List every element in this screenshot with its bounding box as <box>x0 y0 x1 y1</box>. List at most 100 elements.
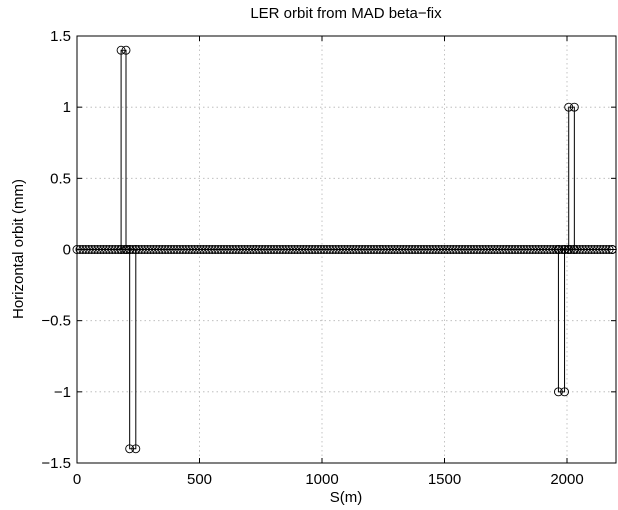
data-point <box>481 245 491 254</box>
data-point <box>581 245 591 254</box>
data-point <box>469 245 479 254</box>
data-point <box>384 245 394 254</box>
y-tick-label: −0.5 <box>41 313 71 330</box>
data-point <box>151 245 161 254</box>
data-point <box>454 245 464 254</box>
data-point <box>564 245 574 254</box>
data-point <box>75 245 85 254</box>
data-point <box>125 245 135 254</box>
data-point <box>537 245 546 254</box>
data-point <box>395 245 405 254</box>
data-point <box>131 444 141 454</box>
chart-title: LER orbit from MAD beta−fix <box>250 5 442 22</box>
data-point <box>495 245 505 254</box>
data-point <box>598 245 608 254</box>
data-point <box>363 245 373 254</box>
data-point <box>121 45 131 55</box>
data-point <box>401 245 411 254</box>
data-point <box>319 245 329 254</box>
data-point <box>254 245 264 254</box>
data-point <box>589 245 599 254</box>
data-point <box>175 245 185 254</box>
data-point <box>101 245 111 254</box>
data-point <box>307 245 317 254</box>
data-point <box>196 245 205 254</box>
x-tick-labels: 0 500 1000 1500 2000 <box>73 471 584 488</box>
y-tick-label: 0.5 <box>50 170 71 187</box>
data-point <box>99 245 108 254</box>
data-point <box>281 245 291 254</box>
data-point <box>398 245 408 254</box>
data-point <box>425 245 435 254</box>
data-point <box>369 245 379 254</box>
data-point <box>345 245 355 254</box>
data-point <box>519 245 529 254</box>
data-point <box>507 245 517 254</box>
data-point <box>293 245 302 254</box>
data-point <box>198 245 208 254</box>
data-point <box>478 245 488 254</box>
data-point <box>219 245 229 254</box>
data-point <box>87 245 97 254</box>
data-point <box>410 245 420 254</box>
data-point <box>492 245 502 254</box>
data-point <box>166 245 176 254</box>
data-point <box>251 245 261 254</box>
data-point <box>278 245 288 254</box>
x-tick-label: 1000 <box>305 471 338 488</box>
data-point <box>146 245 155 254</box>
data-point <box>584 245 594 254</box>
data-point <box>116 245 126 254</box>
data-point <box>204 245 214 254</box>
data-point <box>525 245 535 254</box>
data-point <box>553 245 563 254</box>
data-point <box>393 245 402 254</box>
data-point <box>266 245 276 254</box>
data-point <box>148 245 158 254</box>
data-point <box>248 245 258 254</box>
data-point <box>243 245 252 254</box>
data-point <box>187 245 197 254</box>
data-point <box>431 245 441 254</box>
data-point <box>366 245 376 254</box>
data-point <box>334 245 344 254</box>
data-point <box>181 245 191 254</box>
data-point <box>595 245 605 254</box>
data-point <box>228 245 238 254</box>
x-tick-label: 0 <box>73 471 81 488</box>
axis-ticks <box>76 35 616 464</box>
data-point <box>372 245 382 254</box>
data-point <box>564 102 574 112</box>
data-point <box>240 245 250 254</box>
data-point <box>104 245 114 254</box>
data-point <box>343 245 352 254</box>
data-point <box>304 245 314 254</box>
data-point <box>331 245 341 254</box>
data-point <box>287 245 297 254</box>
data-point <box>246 245 255 254</box>
data-point <box>134 245 144 254</box>
data-point <box>504 245 514 254</box>
data-point <box>463 245 473 254</box>
x-tick-label: 500 <box>187 471 212 488</box>
data-point <box>601 245 611 254</box>
data-point <box>490 245 499 254</box>
data-point <box>428 245 438 254</box>
data-point <box>390 245 399 254</box>
data-point <box>154 245 164 254</box>
data-point <box>466 245 476 254</box>
data-point <box>295 245 305 254</box>
data-point <box>451 245 461 254</box>
data-point <box>90 245 100 254</box>
data-point <box>137 245 147 254</box>
data-point <box>534 245 544 254</box>
data-point <box>131 245 141 254</box>
data-point <box>96 245 105 254</box>
data-point <box>528 245 538 254</box>
data-point <box>419 245 429 254</box>
data-point <box>375 245 385 254</box>
data-point <box>201 245 211 254</box>
data-point <box>163 245 173 254</box>
orbit-bump-line <box>129 249 137 450</box>
